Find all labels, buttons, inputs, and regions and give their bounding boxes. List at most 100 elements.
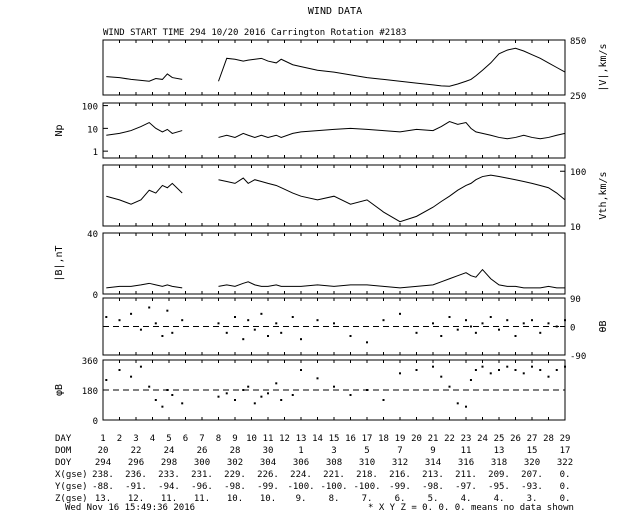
day-value: 17 bbox=[362, 434, 373, 444]
z-gse-value: 9. bbox=[296, 494, 307, 504]
data-point-theta bbox=[498, 328, 500, 331]
data-point-phi bbox=[415, 369, 418, 371]
y-gse-value: -98. bbox=[422, 482, 444, 492]
data-point-theta bbox=[382, 319, 385, 322]
data-point-theta bbox=[432, 322, 434, 325]
day-value: 5 bbox=[166, 434, 171, 444]
doy-value: 320 bbox=[524, 458, 540, 468]
y-gse-value: -98. bbox=[224, 482, 246, 492]
data-point-phi bbox=[275, 382, 278, 385]
data-point-phi bbox=[440, 375, 443, 378]
y-tick-label: 250 bbox=[570, 92, 586, 102]
data-point-theta bbox=[514, 335, 517, 337]
data-point-phi bbox=[166, 389, 169, 391]
data-point-theta bbox=[300, 338, 302, 341]
doy-value: 318 bbox=[491, 458, 507, 468]
data-point-phi bbox=[399, 372, 401, 375]
table-row-label: DOM bbox=[55, 446, 72, 456]
day-value: 14 bbox=[312, 434, 323, 444]
x-gse-value: 231. bbox=[191, 470, 213, 480]
z-gse-value: 3. bbox=[527, 494, 538, 504]
day-value: 23 bbox=[461, 434, 472, 444]
data-point-theta bbox=[555, 325, 558, 328]
x-gse-value: 221. bbox=[323, 470, 345, 480]
dom-value: 17 bbox=[560, 446, 571, 456]
z-gse-value: 11. bbox=[194, 494, 210, 504]
data-point-phi bbox=[161, 405, 164, 408]
day-value: 11 bbox=[263, 434, 274, 444]
day-value: 7 bbox=[199, 434, 204, 444]
data-point-theta bbox=[171, 331, 174, 334]
data-point-phi bbox=[316, 377, 319, 380]
data-point-phi bbox=[105, 379, 108, 381]
doy-value: 300 bbox=[194, 458, 210, 468]
data-point-theta bbox=[154, 322, 157, 325]
panel-frame bbox=[102, 232, 566, 295]
series-line-density bbox=[218, 120, 566, 140]
plot-title: WIND DATA bbox=[308, 6, 362, 17]
z-gse-value: 11. bbox=[161, 494, 177, 504]
y-tick-label: 100 bbox=[570, 168, 586, 178]
dom-value: 24 bbox=[164, 446, 175, 456]
data-point-theta bbox=[547, 322, 550, 325]
axis-label-speed: |V|,km/s bbox=[598, 43, 609, 91]
day-value: 25 bbox=[494, 434, 505, 444]
dom-value: 13 bbox=[494, 446, 505, 456]
doy-value: 308 bbox=[326, 458, 342, 468]
data-point-phi bbox=[267, 392, 269, 395]
data-point-phi bbox=[225, 392, 228, 395]
dom-value: 11 bbox=[461, 446, 472, 456]
doy-value: 304 bbox=[260, 458, 276, 468]
y-gse-value: -95. bbox=[488, 482, 510, 492]
data-point-phi bbox=[247, 385, 250, 388]
data-point-theta bbox=[280, 331, 283, 334]
data-point-theta bbox=[333, 322, 335, 325]
dom-value: 20 bbox=[98, 446, 109, 456]
data-point-theta bbox=[531, 319, 533, 322]
y-tick-label: 1 bbox=[93, 148, 98, 158]
z-gse-value: 4. bbox=[494, 494, 505, 504]
data-point-theta bbox=[456, 328, 459, 331]
data-point-theta bbox=[247, 319, 250, 322]
data-point-phi bbox=[139, 365, 142, 368]
dom-value: 7 bbox=[397, 446, 402, 456]
data-point-phi bbox=[291, 394, 294, 396]
dom-value: 3 bbox=[331, 446, 336, 456]
x-gse-value: 216. bbox=[389, 470, 411, 480]
data-point-theta bbox=[275, 322, 278, 325]
table-row-label: Y(gse) bbox=[55, 482, 88, 492]
z-gse-value: 7. bbox=[362, 494, 373, 504]
data-point-phi bbox=[217, 395, 220, 398]
panel-frame bbox=[102, 102, 566, 159]
panels: 850 250 |V|,km/s 100 10 1 Np 100 10 Vth,km/s 40 0 |B… bbox=[54, 37, 609, 427]
data-point-phi bbox=[489, 372, 492, 375]
doy-value: 314 bbox=[425, 458, 441, 468]
y-tick-label: 360 bbox=[82, 357, 98, 367]
data-point-theta bbox=[349, 335, 352, 337]
data-point-phi bbox=[366, 389, 368, 391]
y-gse-value: -94. bbox=[158, 482, 180, 492]
dom-value: 26 bbox=[197, 446, 208, 456]
panel-theta: 90 0 -90 θB bbox=[102, 295, 609, 362]
axis-label-thermal: Vth,km/s bbox=[598, 171, 609, 219]
data-point-phi bbox=[539, 369, 542, 371]
day-value: 1 bbox=[100, 434, 105, 444]
day-value: 18 bbox=[378, 434, 389, 444]
data-point-theta bbox=[291, 316, 294, 318]
data-point-theta bbox=[234, 316, 236, 318]
doy-value: 306 bbox=[293, 458, 309, 468]
axis-label-phi: φB bbox=[54, 384, 65, 396]
axis-label-field: |B|,nT bbox=[54, 245, 65, 281]
data-point-theta bbox=[474, 331, 477, 334]
doy-value: 298 bbox=[161, 458, 177, 468]
data-point-phi bbox=[300, 369, 302, 371]
y-gse-value: -88. bbox=[92, 482, 114, 492]
panel-field: 40 0 |B|,nT bbox=[54, 230, 566, 301]
y-tick-label: 10 bbox=[87, 125, 98, 135]
y-tick-label: 180 bbox=[82, 387, 98, 397]
y-gse-value: -96. bbox=[191, 482, 213, 492]
series-line-speed bbox=[106, 73, 183, 82]
x-gse-value: 238. bbox=[92, 470, 114, 480]
data-point-theta bbox=[564, 319, 566, 322]
